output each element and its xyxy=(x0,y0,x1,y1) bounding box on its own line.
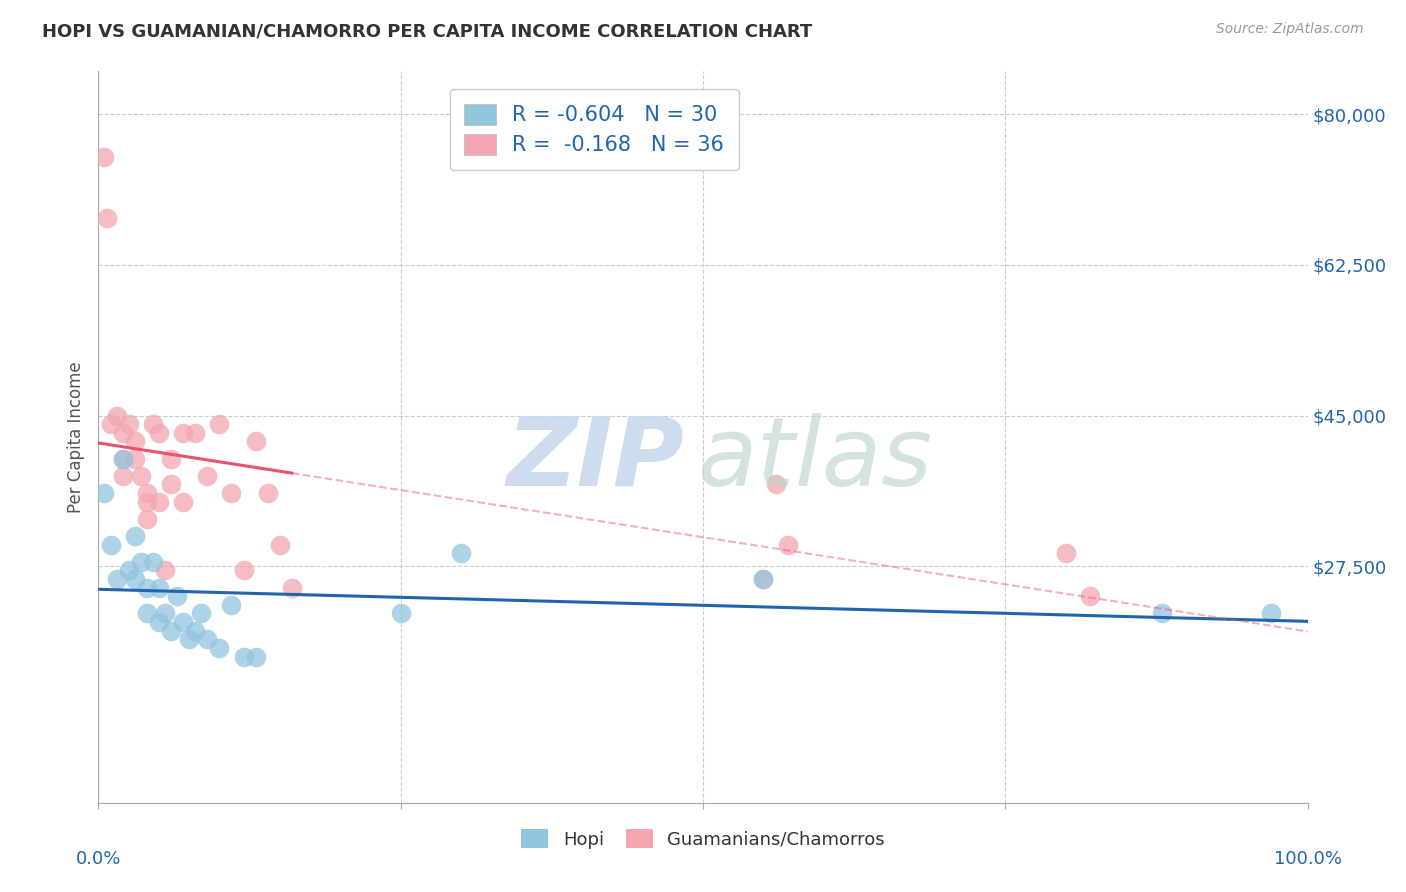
Point xyxy=(129,468,152,483)
Point xyxy=(142,417,165,432)
Point xyxy=(269,538,291,552)
Point xyxy=(135,607,157,621)
Text: HOPI VS GUAMANIAN/CHAMORRO PER CAPITA INCOME CORRELATION CHART: HOPI VS GUAMANIAN/CHAMORRO PER CAPITA IN… xyxy=(42,22,813,40)
Point xyxy=(1054,546,1077,560)
Point xyxy=(96,211,118,225)
Point xyxy=(184,425,207,440)
Point xyxy=(93,486,115,500)
Point xyxy=(105,409,128,423)
Text: 100.0%: 100.0% xyxy=(1274,850,1341,868)
Point xyxy=(148,615,170,629)
Point xyxy=(172,425,194,440)
Point xyxy=(105,572,128,586)
Point xyxy=(111,468,134,483)
Legend: Hopi, Guamanians/Chamorros: Hopi, Guamanians/Chamorros xyxy=(515,822,891,856)
Point xyxy=(148,581,170,595)
Point xyxy=(135,486,157,500)
Point xyxy=(135,512,157,526)
Point xyxy=(765,477,787,491)
Point xyxy=(221,598,243,612)
Point xyxy=(256,486,278,500)
Point xyxy=(1260,607,1282,621)
Point xyxy=(135,494,157,508)
Point xyxy=(148,425,170,440)
Point xyxy=(450,546,472,560)
Point xyxy=(208,640,231,655)
Point xyxy=(190,607,212,621)
Text: ZIP: ZIP xyxy=(508,412,685,506)
Point xyxy=(179,632,201,647)
Point xyxy=(281,581,304,595)
Point xyxy=(111,451,134,466)
Point xyxy=(124,434,146,449)
Point xyxy=(111,425,134,440)
Point xyxy=(118,417,141,432)
Point xyxy=(1152,607,1174,621)
Point xyxy=(1078,589,1101,603)
Point xyxy=(195,468,218,483)
Point xyxy=(118,564,141,578)
Point xyxy=(100,538,122,552)
Point xyxy=(124,529,146,543)
Point xyxy=(160,451,183,466)
Point xyxy=(100,417,122,432)
Text: atlas: atlas xyxy=(697,412,932,506)
Point xyxy=(153,607,176,621)
Point xyxy=(160,624,183,638)
Point xyxy=(195,632,218,647)
Point xyxy=(232,564,254,578)
Point xyxy=(124,572,146,586)
Point xyxy=(232,649,254,664)
Text: 0.0%: 0.0% xyxy=(76,850,121,868)
Text: Source: ZipAtlas.com: Source: ZipAtlas.com xyxy=(1216,22,1364,37)
Point xyxy=(221,486,243,500)
Point xyxy=(245,434,267,449)
Point xyxy=(111,451,134,466)
Point xyxy=(166,589,188,603)
Point xyxy=(148,494,170,508)
Point xyxy=(142,555,165,569)
Point xyxy=(172,615,194,629)
Point xyxy=(245,649,267,664)
Point xyxy=(389,607,412,621)
Point xyxy=(129,555,152,569)
Point xyxy=(124,451,146,466)
Point xyxy=(752,572,775,586)
Point xyxy=(752,572,775,586)
Point xyxy=(184,624,207,638)
Point xyxy=(93,150,115,164)
Point xyxy=(776,538,799,552)
Point xyxy=(160,477,183,491)
Point xyxy=(135,581,157,595)
Point xyxy=(153,564,176,578)
Point xyxy=(208,417,231,432)
Y-axis label: Per Capita Income: Per Capita Income xyxy=(67,361,86,513)
Point xyxy=(172,494,194,508)
